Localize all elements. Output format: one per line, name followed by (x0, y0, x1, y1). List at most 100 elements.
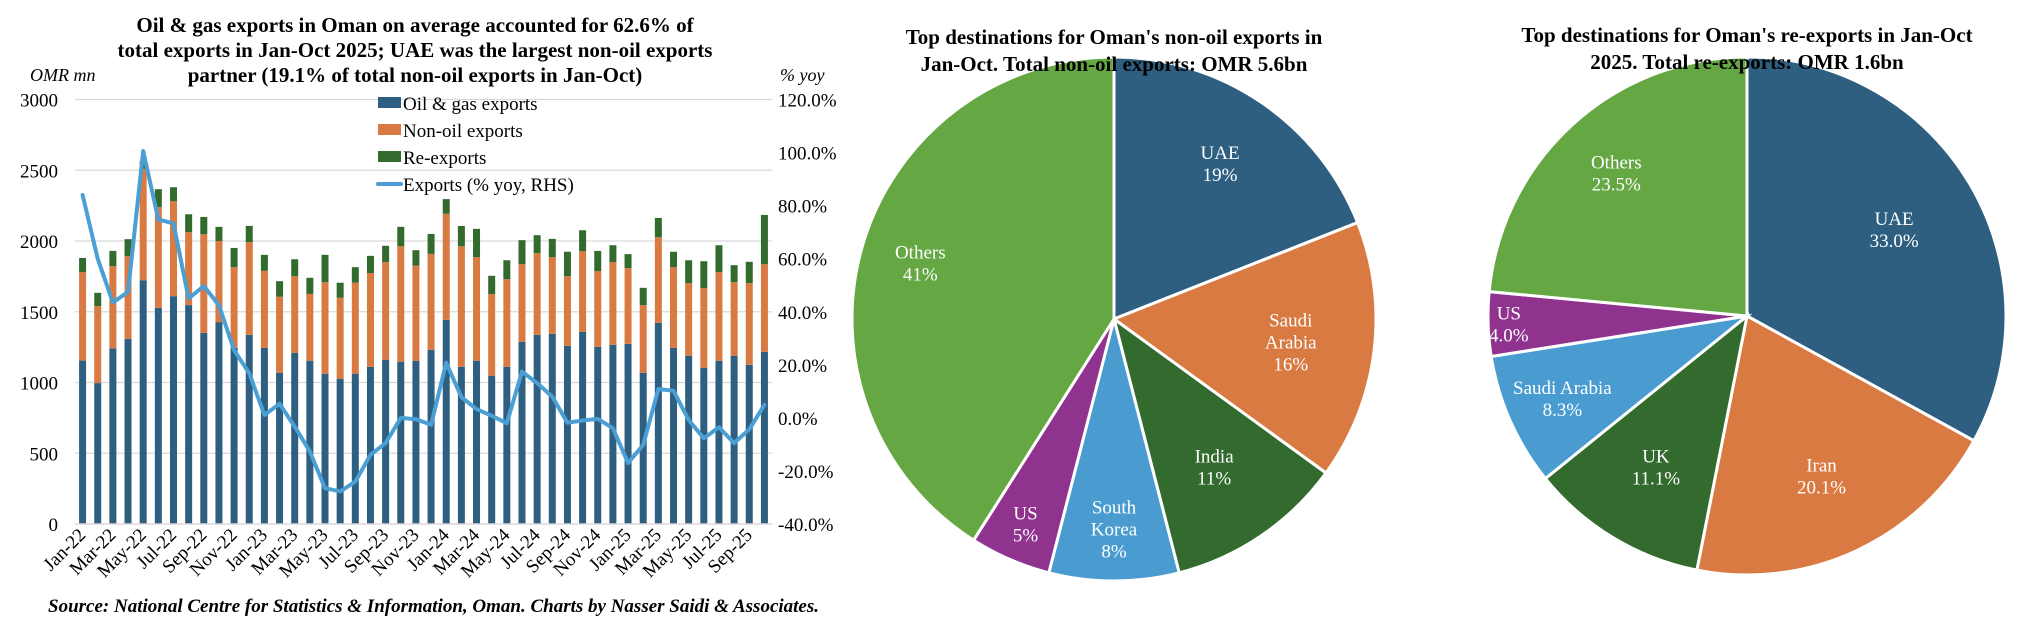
yoy-line-series (80, 149, 767, 494)
oil-gas-bar (109, 348, 117, 524)
pie-title-line: 2025. Total re-exports: OMR 1.6bn (1590, 50, 1904, 74)
non-oil-bar (579, 251, 587, 332)
right-axis-tick-label: -40.0% (778, 515, 834, 536)
pie-title-line: Top destinations for Oman's re-exports i… (1521, 23, 1972, 47)
non-oil-bar (654, 237, 662, 323)
oil-gas-bar (260, 347, 268, 524)
pie-slice-name: UAE (1875, 209, 1914, 230)
pie-slice-value: 8% (1101, 542, 1127, 563)
non-oil-bar (533, 253, 541, 335)
right-axis-tick-label: 0.0% (778, 409, 818, 430)
pie-slice-value: 5% (1013, 525, 1039, 546)
oil-gas-bar (700, 367, 708, 524)
re-exports-bar (654, 217, 662, 238)
pie-slice-india (1111, 315, 1329, 575)
oil-gas-bar (336, 378, 344, 524)
legend-swatch (378, 151, 401, 162)
pie-slice-name: UAE (1201, 143, 1240, 164)
non-oil-bar (760, 264, 768, 352)
oil-gas-bar (548, 333, 556, 524)
non-oil-bar (442, 213, 450, 320)
pie-slice-value: 16% (1273, 354, 1308, 375)
re-exports-bar (518, 240, 526, 265)
pie-slice-name: Iran (1806, 456, 1837, 477)
re-exports-bar (730, 265, 738, 283)
oil-gas-bar (745, 364, 753, 524)
re-exports-bar (548, 238, 556, 258)
non-oil-bar (715, 272, 723, 361)
re-exports-bar (230, 247, 238, 268)
re-exports-bar (427, 233, 435, 254)
right-axis-tick-label: 120.0% (778, 91, 837, 112)
legend-label: Re-exports (403, 148, 486, 169)
re-exports-bar (503, 260, 511, 280)
left-axis-ticks: 0 500 1000 1500 2000 2500 3000 (20, 91, 58, 537)
re-exports-bar (260, 254, 268, 271)
non-oil-bar (169, 201, 177, 297)
re-exports-bar (154, 189, 162, 208)
non-oil-bar (397, 246, 405, 362)
oil-gas-bar (457, 366, 465, 524)
non-oil-bar (685, 283, 693, 356)
non-oil-bar (700, 288, 708, 368)
non-oil-bar (488, 294, 496, 376)
re-exports-bar (291, 259, 299, 277)
re-exports-bar (563, 251, 571, 277)
legend-swatch (378, 124, 401, 135)
pie-slice-value: 11% (1197, 468, 1231, 489)
pie-slice-uk (1543, 312, 1750, 572)
re-exports-bar (594, 250, 602, 272)
oil-gas-bar (563, 345, 571, 524)
left-axis-tick-label: 1500 (20, 303, 58, 324)
right-axis-tick-label: 20.0% (778, 356, 827, 377)
pie-slice-value: 41% (903, 265, 938, 286)
legend-label: Exports (% yoy, RHS) (403, 175, 574, 196)
oil-gas-bar (215, 322, 223, 524)
non-oil-bar (457, 246, 465, 367)
oil-gas-bar (154, 307, 162, 524)
non-oil-bar (260, 270, 268, 348)
non-oil-bar (609, 262, 617, 345)
non-oil-bar (624, 268, 632, 344)
bar-chart-title-line: total exports in Jan-Oct 2025; UAE was t… (118, 38, 713, 62)
re-exports-bar (351, 267, 359, 283)
x-axis-ticks: Jan-22Mar-22May-22Jul-22Sep-22Nov-22Jan-… (39, 524, 756, 582)
non-oil-bar (548, 257, 556, 334)
pie-slice-name: South (1092, 498, 1137, 519)
non-oil-bar (730, 282, 738, 356)
non-oil-bar (185, 232, 193, 306)
re-exports-bar (79, 257, 87, 273)
oil-gas-bar (366, 366, 374, 524)
re-exports-bar (700, 261, 708, 289)
re-exports-bar (215, 226, 223, 241)
re-exports-bar (624, 254, 632, 269)
oil-gas-bar (442, 319, 450, 524)
non-oil-bar (366, 273, 374, 367)
re-exports-bar (579, 230, 587, 252)
pie-slice-others (850, 55, 1116, 543)
re-exports-bar (473, 228, 481, 258)
oil-gas-bar (488, 375, 496, 524)
pie-slice-uae (1745, 55, 2008, 443)
non-oil-bar (412, 265, 420, 361)
bar-chart-title-line: Oil & gas exports in Oman on average acc… (136, 13, 694, 37)
non-oil-bar (154, 207, 162, 308)
oil-gas-bar (624, 343, 632, 524)
right-axis-tick-label: 60.0% (778, 250, 827, 271)
non-oil-bar (109, 266, 117, 349)
oil-gas-bar (533, 334, 541, 524)
re-exports-bar (321, 254, 329, 283)
pie-slice-label: US4.0% (1489, 303, 1529, 346)
pie-title-line: Top destinations for Oman's non-oil expo… (906, 25, 1323, 49)
non-oil-bar (94, 306, 102, 384)
oil-gas-bar (230, 347, 238, 524)
source-note: Source: National Centre for Statistics &… (48, 596, 820, 617)
re-exports-bar (306, 277, 314, 294)
oil-gas-bar (639, 372, 647, 524)
legend-label: Non-oil exports (403, 121, 523, 142)
